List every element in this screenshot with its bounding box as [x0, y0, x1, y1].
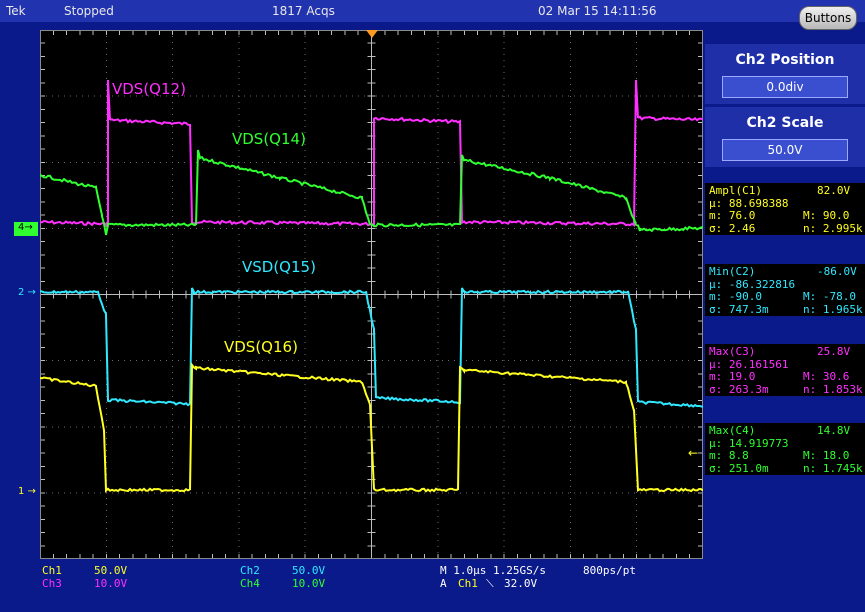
meas-mean: µ: 88.698388	[709, 196, 789, 210]
meas-value: -86.0V	[817, 265, 857, 278]
meas-stddev: σ: 2.46	[709, 221, 756, 235]
trace-label-vds-q16: VDS(Q16)	[224, 338, 298, 356]
trace-vsd-q15	[39, 287, 704, 408]
ch1-ground-marker[interactable]: 1 →	[18, 486, 36, 497]
ch1-scale[interactable]: 50.0V	[94, 564, 128, 577]
acq-state: Stopped	[64, 4, 114, 18]
ch1-name[interactable]: Ch1	[42, 564, 62, 577]
ch2-position-control[interactable]: Ch2 Position 0.0div	[705, 44, 865, 104]
meas-min: m: 8.8	[709, 449, 749, 462]
ch2-scale-title: Ch2 Scale	[746, 115, 824, 131]
datetime: 02 Mar 15 14:11:56	[538, 4, 657, 18]
ch1-level-arrow-icon: ←	[688, 446, 699, 460]
meas-min: m: 19.0	[709, 370, 756, 383]
meas-max: M: 30.6	[803, 370, 850, 383]
ch2-name[interactable]: Ch2	[240, 564, 260, 577]
brand-label: Tek	[6, 4, 26, 18]
trace-vds-q14	[39, 149, 704, 236]
meas-value: 82.0V	[817, 184, 851, 197]
meas-count: n: 1.965k	[803, 302, 863, 316]
ch2-scale-control[interactable]: Ch2 Scale 50.0V	[705, 107, 865, 167]
ch1-marker-label: 1	[18, 486, 25, 497]
channel-settings-bar: Ch1 50.0V Ch3 10.0V Ch2 50.0V Ch4 10.0V …	[0, 559, 865, 612]
status-bar: Tek Stopped 1817 Acqs 02 Mar 15 14:11:56	[0, 0, 865, 22]
meas-name: Max(C4)	[709, 424, 756, 437]
ch3-name[interactable]: Ch3	[42, 577, 62, 590]
ch2-marker-label: 2	[18, 287, 25, 298]
waveform-display	[39, 29, 704, 560]
meas-count: n: 2.995k	[803, 221, 863, 235]
graticule	[39, 29, 704, 560]
ch4-name[interactable]: Ch4	[240, 577, 260, 590]
meas-mean: µ: 26.161561	[709, 357, 789, 371]
ch2-scale-value[interactable]: 50.0V	[722, 139, 848, 161]
measurement-min-c2: Min(C2) -86.0V µ: -86.322816 m: -90.0 M: -…	[705, 264, 865, 316]
ch4-ground-marker[interactable]: 4→	[14, 222, 38, 236]
trace-label-vsd-q15: VSD(Q15)	[242, 258, 316, 276]
meas-name: Max(C3)	[709, 345, 756, 358]
meas-count: n: 1.745k	[803, 461, 863, 475]
meas-name: Min(C2)	[709, 265, 756, 278]
trace-vds-q16	[39, 362, 704, 494]
ch2-scale-readout[interactable]: 50.0V	[292, 564, 326, 577]
meas-min: m: 76.0	[709, 209, 756, 222]
meas-count: n: 1.853k	[803, 382, 863, 396]
meas-max: M: 18.0	[803, 449, 850, 462]
meas-max: M: 90.0	[803, 209, 850, 222]
trigger-prefix: A	[440, 577, 447, 590]
side-panel: Ch2 Position 0.0div Ch2 Scale 50.0V	[705, 44, 865, 170]
resolution: 800ps/pt	[583, 564, 636, 577]
trigger-source[interactable]: Ch1	[458, 577, 478, 590]
measurement-ampl-c1: Ampl(C1) 82.0V µ: 88.698388 m: 76.0 M: 90.…	[705, 183, 865, 235]
acq-count: 1817 Acqs	[272, 4, 335, 18]
trigger-position-icon	[366, 30, 378, 38]
meas-stddev: σ: 747.3m	[709, 302, 769, 316]
meas-mean: µ: 14.919773	[709, 436, 789, 450]
waveforms	[39, 79, 704, 494]
trace-label-vds-q14: VDS(Q14)	[232, 130, 306, 148]
meas-value: 14.8V	[817, 424, 851, 437]
ch2-ground-marker[interactable]: 2 →	[18, 287, 36, 298]
measurement-max-c3: Max(C3) 25.8V µ: 26.161561 m: 19.0 M: 30.6…	[705, 344, 865, 396]
timebase[interactable]: M 1.0µs 1.25GS/s	[440, 564, 546, 577]
meas-mean: µ: -86.322816	[709, 277, 796, 291]
waveform-canvas	[39, 29, 704, 560]
buttons-button[interactable]: Buttons	[799, 6, 857, 30]
meas-value: 25.8V	[817, 345, 851, 358]
meas-max: M: -78.0	[803, 290, 856, 303]
measurement-max-c4: Max(C4) 14.8V µ: 14.919773 m: 8.8 M: 18.0 …	[705, 423, 865, 475]
ch4-scale[interactable]: 10.0V	[292, 577, 326, 590]
ch2-position-value[interactable]: 0.0div	[722, 76, 848, 98]
meas-stddev: σ: 251.0m	[709, 461, 769, 475]
ch3-scale[interactable]: 10.0V	[94, 577, 128, 590]
trigger-slope-icon: ⟍	[486, 577, 494, 590]
ch4-marker-label: 4	[18, 222, 25, 233]
trace-label-vds-q12: VDS(Q12)	[112, 80, 186, 98]
trigger-level[interactable]: 32.0V	[504, 577, 538, 590]
meas-name: Ampl(C1)	[709, 184, 762, 197]
ch2-position-title: Ch2 Position	[735, 52, 835, 68]
meas-min: m: -90.0	[709, 290, 762, 303]
meas-stddev: σ: 263.3m	[709, 382, 769, 396]
